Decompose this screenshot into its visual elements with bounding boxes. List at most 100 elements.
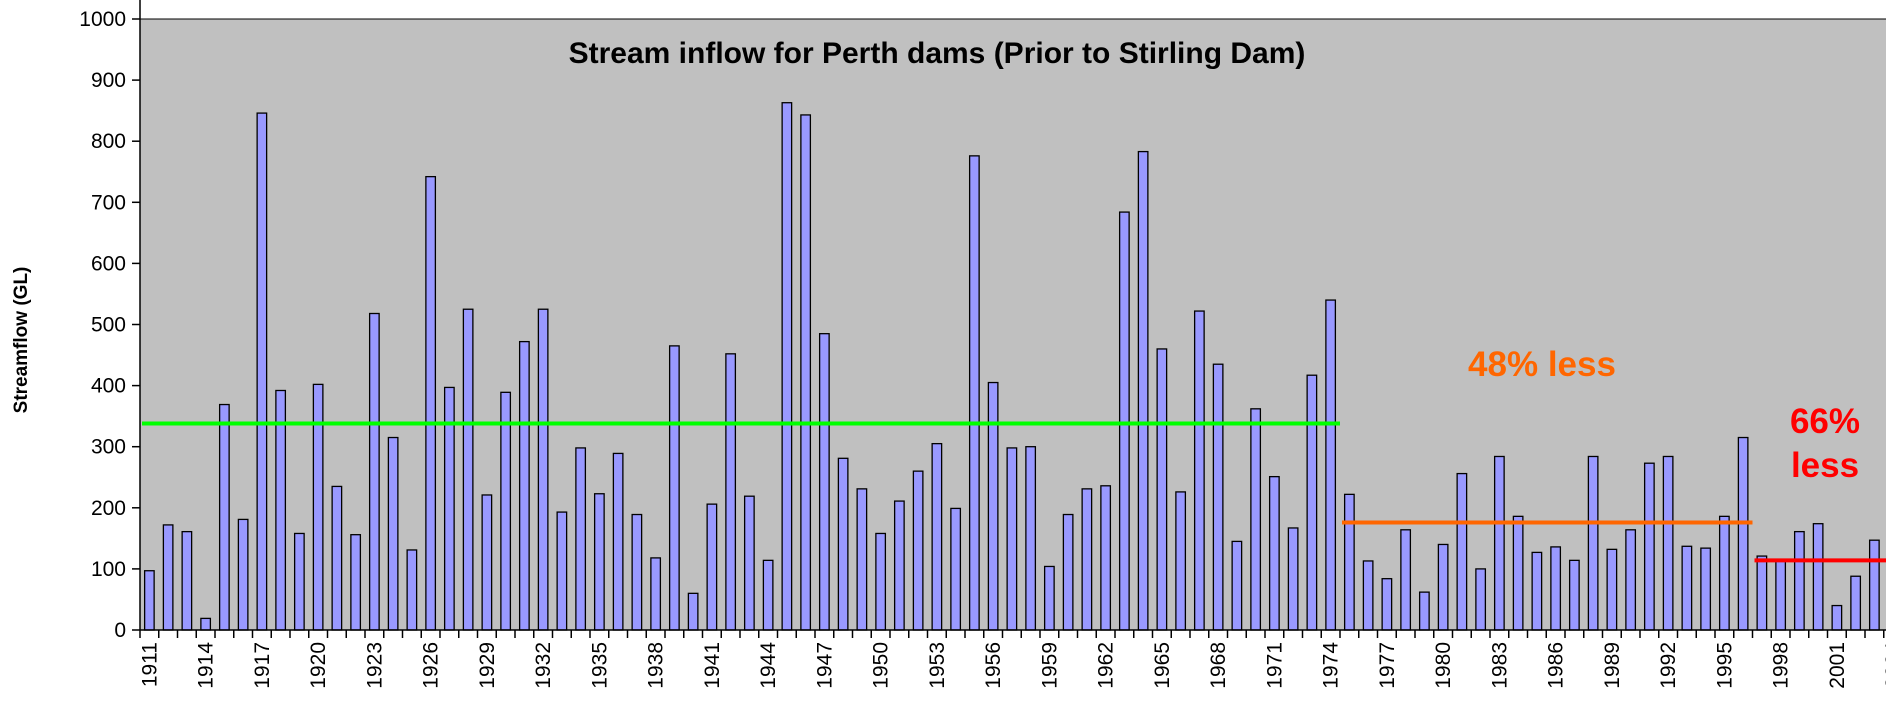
bar-1950: [875, 532, 887, 631]
bar-1951: [893, 500, 905, 631]
bar-1955: [968, 155, 980, 631]
bar-1914: [200, 617, 212, 631]
bar-1933: [556, 511, 568, 631]
bar-1939: [668, 345, 680, 631]
bar-1922: [350, 534, 362, 631]
bar-1962: [1100, 485, 1112, 631]
bar-1977: [1381, 578, 1393, 631]
annotation-less: less: [1791, 446, 1859, 485]
y-tick-label-100: 100: [91, 558, 126, 581]
x-tick-label-1989: 1989: [1601, 642, 1624, 689]
x-tick-label-1965: 1965: [1151, 642, 1174, 689]
x-tick-label-1983: 1983: [1488, 642, 1511, 689]
bar-1996: [1737, 436, 1749, 631]
bar-1969: [1231, 540, 1243, 631]
bar-1995: [1718, 515, 1730, 631]
bar-1988: [1587, 455, 1599, 631]
bar-1913: [181, 530, 193, 631]
bar-1918: [275, 389, 287, 631]
x-tick-label-1929: 1929: [476, 642, 499, 689]
bar-1949: [856, 488, 868, 631]
bar-2000: [1812, 523, 1824, 631]
bar-1999: [1793, 530, 1805, 631]
x-tick-label-1911: 1911: [138, 642, 161, 687]
bar-1944: [762, 559, 774, 631]
bar-1912: [162, 524, 174, 631]
y-tick-label-400: 400: [91, 375, 126, 398]
bar-1963: [1118, 211, 1130, 631]
bar-1979: [1418, 591, 1430, 631]
bar-1947: [818, 333, 830, 631]
x-tick-label-1974: 1974: [1320, 642, 1343, 689]
bar-2001: [1831, 604, 1843, 631]
x-tick-label-1977: 1977: [1376, 642, 1399, 689]
x-tick-label-1938: 1938: [645, 642, 668, 689]
chart-title: Stream inflow for Perth dams (Prior to S…: [569, 37, 1306, 70]
bar-1919: [293, 532, 305, 631]
annotation-66: 66%: [1790, 402, 1860, 441]
mean-lines-group: [142, 421, 1886, 563]
bar-1926: [425, 175, 437, 631]
bar-1980: [1437, 543, 1449, 631]
bar-1994: [1700, 547, 1712, 631]
x-tick-label-2001: 2001: [1826, 642, 1849, 689]
bar-1970: [1250, 408, 1262, 631]
bar-1925: [406, 549, 418, 631]
bar-1917: [256, 112, 268, 631]
bar-1921: [331, 485, 343, 631]
bar-1936: [612, 452, 624, 631]
bar-1956: [987, 381, 999, 631]
bar-1976: [1362, 560, 1374, 631]
bar-1993: [1681, 545, 1693, 631]
bar-1974: [1325, 299, 1337, 631]
x-tick-label-1917: 1917: [251, 642, 274, 689]
y-tick-label-300: 300: [91, 436, 126, 459]
bar-1959: [1043, 565, 1055, 631]
bar-1954: [950, 507, 962, 631]
bar-1975: [1343, 493, 1355, 631]
y-tick-label-500: 500: [91, 314, 126, 337]
y-ticks-group: 0 100 200 300 400 500 600 700 800 900 1000: [79, 8, 140, 642]
bar-1968: [1212, 363, 1224, 631]
x-tick-label-1920: 1920: [307, 642, 330, 689]
bar-1924: [387, 436, 399, 631]
bar-1946: [800, 114, 812, 631]
x-tick-label-1926: 1926: [420, 642, 443, 689]
x-tick-label-1941: 1941: [701, 642, 724, 689]
bar-1967: [1193, 310, 1205, 631]
bar-1971: [1268, 475, 1280, 631]
bar-1935: [593, 493, 605, 631]
bar-1942: [725, 353, 737, 631]
bar-1973: [1306, 374, 1318, 631]
bar-1983: [1493, 455, 1505, 631]
x-ticks-group: 1911 1914 1917 1920 1923 1926 1929 1932 1935 1938…: [138, 630, 1886, 689]
bar-1997: [1756, 555, 1768, 631]
bar-1981: [1456, 472, 1468, 631]
y-tick-label-900: 900: [91, 69, 126, 92]
bar-1992: [1662, 455, 1674, 631]
y-tick-label-700: 700: [91, 191, 126, 214]
bar-1948: [837, 457, 849, 631]
bar-2002: [1850, 575, 1862, 631]
bar-1930: [500, 391, 512, 631]
x-tick-label-1980: 1980: [1432, 642, 1455, 689]
x-tick-label-1932: 1932: [532, 642, 555, 689]
bar-1940: [687, 592, 699, 631]
bar-1929: [481, 494, 493, 631]
bar-1916: [237, 518, 249, 631]
x-tick-label-1923: 1923: [363, 642, 386, 689]
bar-1934: [575, 447, 587, 631]
y-tick-label-1000: 1000: [79, 8, 126, 31]
x-tick-label-1968: 1968: [1207, 642, 1230, 689]
bar-1943: [743, 495, 755, 631]
bar-1990: [1625, 529, 1637, 631]
bar-1989: [1606, 548, 1618, 631]
bar-1915: [218, 403, 230, 631]
x-tick-label-1995: 1995: [1713, 642, 1736, 689]
y-tick-label-200: 200: [91, 497, 126, 520]
y-tick-label-0: 0: [114, 619, 126, 642]
bar-1911: [143, 570, 155, 631]
bar-1984: [1512, 515, 1524, 631]
x-tick-label-1950: 1950: [870, 642, 893, 689]
